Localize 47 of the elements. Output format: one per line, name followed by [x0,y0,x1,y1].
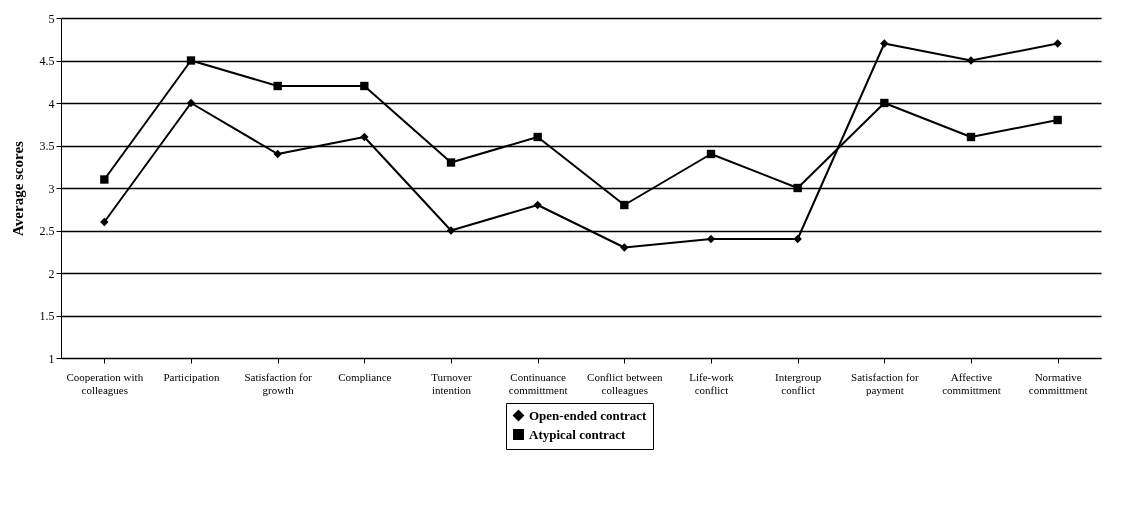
point [360,81,369,91]
point [1053,39,1062,48]
y-tick-label: 4 [48,96,55,111]
x-tick-label: Participation [163,370,221,383]
y-tick-label: 3.5 [39,139,55,153]
x-tick-label: Turnover intention [431,370,473,396]
point [446,226,456,235]
x-tick-label: Conflict between colleagues [587,370,664,396]
point [793,234,802,244]
point [966,132,976,142]
point [1053,115,1062,125]
y-tick-label: 2.5 [39,224,55,238]
y-axis-title: Average scores [9,140,26,236]
x-tick-label: Satisfaction for payment [851,370,919,396]
y-tick-label: 4.5 [39,54,55,68]
point [186,56,196,65]
legend-label: Open-ended contract [529,407,648,423]
y-tick-label: 5 [48,11,55,26]
point [533,132,542,142]
point [186,98,196,108]
point [533,200,542,210]
point [966,56,976,65]
y-tick-label: 3 [48,181,55,196]
point [273,81,282,91]
point [273,149,282,159]
point [620,243,629,252]
x-tick-label: Compliance [338,370,392,383]
point [706,149,716,159]
point [446,158,456,167]
point [100,217,109,227]
y-tick-label: 1.5 [39,309,55,323]
y-tick-label: 1 [48,351,55,366]
x-tick-label: Intergroup conflict [775,370,822,396]
x-tick-label: Normative committment [1028,370,1088,396]
point [880,39,889,48]
point [620,200,629,210]
x-tick-label: Satisfaction for growth [244,370,313,396]
point [793,183,802,193]
legend-label: Atypical contract [529,426,627,442]
x-tick-label: Cooperation with colleagues [66,370,144,396]
y-tick-label: 2 [48,266,55,281]
point [100,175,109,184]
x-tick-label: Life-work conflict [689,370,735,396]
point [880,98,889,108]
point [360,132,369,142]
x-tick-label: Affective committment [942,370,1001,396]
x-tick-label: Continuance committment [508,370,568,396]
